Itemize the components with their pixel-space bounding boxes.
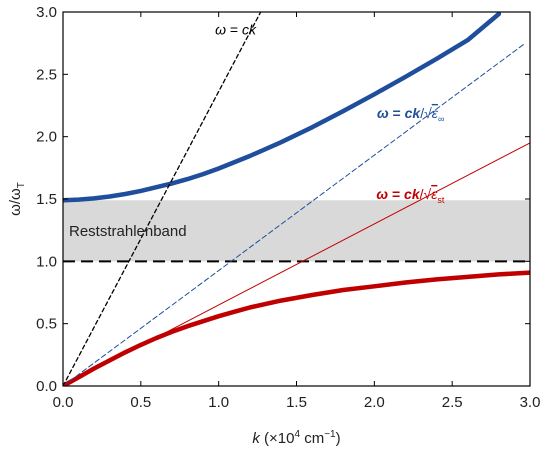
y-axis-label-sub: T bbox=[16, 182, 27, 188]
x-axis-label-close: ) bbox=[336, 430, 341, 447]
y-tick-label: 0.5 bbox=[36, 316, 57, 333]
x-tick-label: 3.0 bbox=[520, 394, 541, 411]
x-tick-label: 1.0 bbox=[208, 394, 229, 411]
dispersion-annotation: ω = ck/√ε∞ bbox=[377, 105, 444, 124]
x-axis-label-var: k bbox=[252, 430, 261, 447]
y-axis-label-main: ω/ω bbox=[7, 188, 24, 216]
y-tick-label: 0.0 bbox=[36, 378, 57, 395]
light-line-high-frequency-line bbox=[63, 42, 526, 386]
x-tick-label: 0.0 bbox=[53, 394, 74, 411]
x-axis-label-exp2: −1 bbox=[324, 429, 336, 440]
x-axis-label-exp: 4 bbox=[294, 429, 300, 440]
reststrahlen-band-label: Reststrahlenband bbox=[69, 223, 187, 240]
light-line-static-line bbox=[63, 142, 530, 386]
y-axis-label: ω/ωT bbox=[7, 182, 27, 216]
x-axis-label-rest: (×10 bbox=[260, 430, 295, 447]
reststrahlen-band bbox=[63, 200, 530, 262]
x-tick-label: 2.5 bbox=[442, 394, 463, 411]
axes: Reststrahlenband 0.0 0.5 1.0 1.5 2.0 2.5 3.0 0.0… bbox=[36, 4, 540, 411]
x-axis-label: k (×104 cm−1) bbox=[252, 429, 340, 447]
x-tick-label: 1.5 bbox=[286, 394, 307, 411]
upper-polariton-line bbox=[63, 12, 502, 203]
x-tick-label: 2.0 bbox=[364, 394, 385, 411]
plot-area bbox=[63, 12, 530, 386]
light-line-vacuum-line bbox=[63, 12, 262, 386]
plot-frame bbox=[62, 11, 531, 387]
y-tick-label: 1.0 bbox=[36, 253, 57, 270]
y-tick-label: 2.0 bbox=[36, 129, 57, 146]
y-tick-label: 3.0 bbox=[36, 4, 57, 21]
y-tick-label: 2.5 bbox=[36, 66, 57, 83]
dispersion-annotation: ω = ck/√εst bbox=[376, 186, 444, 205]
x-axis-label-rest2: cm bbox=[300, 430, 324, 447]
x-tick-label: 0.5 bbox=[130, 394, 151, 411]
y-tick-label: 1.5 bbox=[36, 191, 57, 208]
dispersion-annotation: ω = ck bbox=[215, 21, 257, 37]
lower-polariton-line bbox=[63, 270, 530, 386]
